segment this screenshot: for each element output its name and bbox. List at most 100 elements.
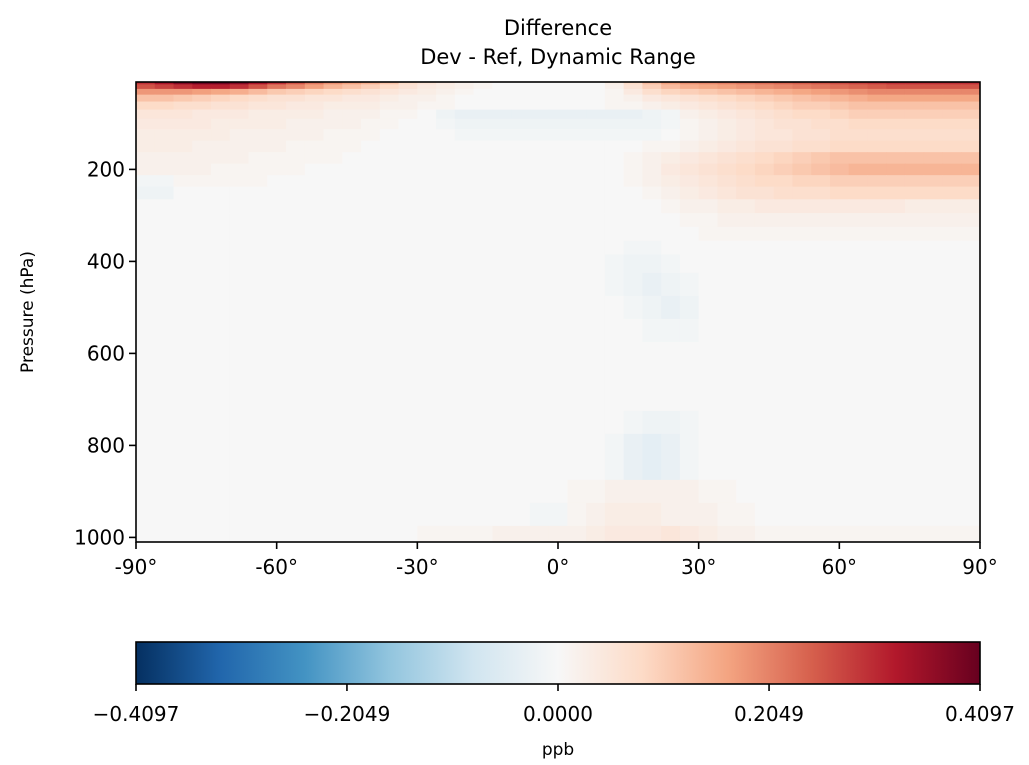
heatmap-cell (379, 226, 400, 242)
heatmap-cell (136, 140, 156, 153)
heatmap-cell (379, 456, 400, 481)
heatmap-cell (417, 152, 437, 165)
heatmap-cell (642, 129, 662, 142)
heatmap-cell (829, 479, 850, 504)
heatmap-cell (342, 94, 362, 103)
heatmap-cell (923, 525, 944, 542)
heatmap-cell (773, 109, 794, 120)
heatmap-cell (454, 101, 475, 111)
heatmap-cell (661, 433, 681, 458)
heatmap-cell (342, 140, 362, 153)
heatmap-cell (454, 163, 475, 176)
heatmap-cell (454, 84, 475, 90)
heatmap-cell (848, 456, 869, 481)
heatmap-cell (286, 94, 306, 103)
heatmap-cell (698, 272, 719, 297)
heatmap-cell (154, 525, 175, 542)
heatmap-cell (942, 387, 962, 412)
heatmap-cell (398, 240, 418, 256)
heatmap-cell (811, 118, 831, 130)
heatmap-cell (548, 213, 568, 228)
heatmap-cell (511, 341, 531, 366)
heatmap-cell (904, 295, 925, 320)
heatmap-cell (136, 175, 156, 188)
heatmap-cell (642, 82, 662, 85)
heatmap-cell (304, 240, 325, 256)
heatmap-cell (342, 129, 362, 142)
chart-title: Difference (504, 16, 612, 40)
heatmap-cell (942, 433, 962, 458)
heatmap-cell (754, 186, 775, 200)
heatmap-cell (867, 318, 887, 343)
heatmap-cell (698, 295, 719, 320)
heatmap-cell (361, 84, 381, 90)
heatmap-cell (811, 456, 831, 481)
heatmap-cell (417, 387, 437, 412)
y-tick-label: 400 (87, 249, 125, 273)
heatmap-cell (867, 295, 887, 320)
heatmap-cell (567, 94, 587, 103)
heatmap-cell (923, 254, 944, 274)
heatmap-cell (604, 213, 625, 228)
heatmap-cell (642, 387, 662, 412)
heatmap-cell (829, 318, 850, 343)
heatmap-cell (867, 502, 887, 527)
heatmap-cell (417, 94, 437, 103)
heatmap-cell (754, 109, 775, 120)
heatmap-cell (267, 213, 287, 228)
heatmap-cell (173, 410, 193, 435)
heatmap-cell (436, 364, 456, 389)
heatmap-cell (923, 295, 944, 320)
x-tick-label: -90° (115, 555, 158, 579)
heatmap-cell (473, 318, 493, 343)
heatmap-cell (136, 364, 156, 389)
heatmap-cell (286, 213, 306, 228)
heatmap-cell (379, 82, 400, 85)
heatmap-cell (361, 433, 381, 458)
heatmap-cell (661, 175, 681, 188)
heatmap-cell (492, 129, 512, 142)
heatmap-cell (623, 88, 643, 96)
heatmap-cell (173, 318, 193, 343)
heatmap-cell (304, 341, 325, 366)
heatmap-cell (398, 410, 418, 435)
heatmap-cell (529, 129, 550, 142)
heatmap-cell (904, 82, 925, 85)
heatmap-cell (661, 254, 681, 274)
heatmap-cell (679, 479, 700, 504)
heatmap-cell (961, 213, 980, 228)
heatmap-cell (904, 109, 925, 120)
heatmap-cell (661, 295, 681, 320)
heatmap-cell (904, 341, 925, 366)
heatmap-cell (848, 226, 869, 242)
y-axis-label: Pressure (hPa) (18, 251, 38, 373)
heatmap-cell (867, 152, 887, 165)
heatmap-cell (736, 84, 756, 90)
heatmap-cell (492, 456, 512, 481)
heatmap-cell (511, 456, 531, 481)
heatmap-cell (623, 140, 643, 153)
heatmap-cell (736, 101, 756, 111)
heatmap-cell (492, 109, 512, 120)
heatmap-cell (211, 163, 231, 176)
heatmap-cell (248, 101, 268, 111)
heatmap-cell (529, 525, 550, 542)
heatmap-cell (548, 525, 568, 542)
heatmap-cell (248, 240, 268, 256)
heatmap-cell (586, 479, 606, 504)
heatmap-cell (492, 254, 512, 274)
heatmap-cell (886, 175, 906, 188)
heatmap-cell (792, 140, 812, 153)
heatmap-cell (754, 341, 775, 366)
heatmap-cell (342, 199, 362, 214)
heatmap-cell (586, 226, 606, 242)
heatmap-cell (417, 101, 437, 111)
heatmap-cell (923, 109, 944, 120)
heatmap-cell (792, 109, 812, 120)
heatmap-cell (529, 88, 550, 96)
heatmap-cell (811, 94, 831, 103)
heatmap-cell (398, 318, 418, 343)
heatmap-cell (586, 254, 606, 274)
heatmap-cell (773, 82, 794, 85)
heatmap-cell (661, 118, 681, 130)
